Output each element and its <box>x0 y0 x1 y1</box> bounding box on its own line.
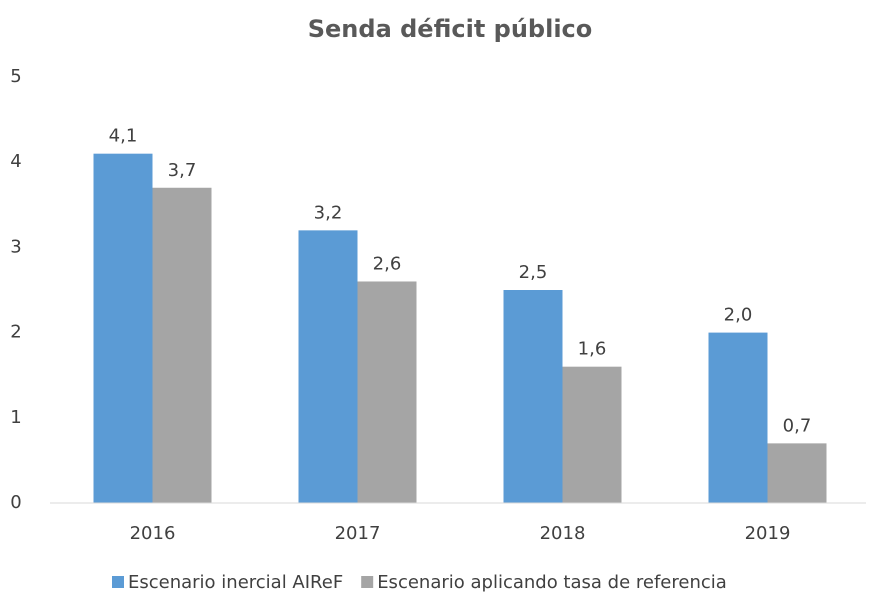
y-tick-label: 4 <box>10 151 21 172</box>
bar <box>708 332 768 503</box>
legend-swatch <box>112 576 124 588</box>
bar <box>562 366 622 503</box>
data-label: 1,6 <box>578 339 607 360</box>
bar <box>93 153 153 503</box>
x-tick-label: 2018 <box>540 523 586 544</box>
x-tick-label: 2019 <box>745 523 791 544</box>
data-label: 4,1 <box>109 126 138 147</box>
legend-label: Escenario inercial AIReF <box>128 572 343 593</box>
bar <box>152 187 212 503</box>
data-label: 3,7 <box>168 160 197 181</box>
y-tick-label: 3 <box>10 236 21 257</box>
data-label: 2,0 <box>724 305 753 326</box>
x-tick-label: 2016 <box>130 523 176 544</box>
y-tick-label: 2 <box>10 322 21 343</box>
bar <box>503 290 563 503</box>
data-label: 0,7 <box>783 415 812 436</box>
bar <box>298 230 358 504</box>
data-label: 2,5 <box>519 262 548 283</box>
chart-title: Senda déficit público <box>308 15 593 43</box>
data-label: 3,2 <box>314 202 343 223</box>
bar <box>767 443 827 503</box>
y-tick-label: 0 <box>10 492 21 513</box>
legend-swatch <box>361 576 374 588</box>
x-tick-label: 2017 <box>335 523 381 544</box>
y-tick-label: 5 <box>10 66 21 87</box>
legend-label: Escenario aplicando tasa de referencia <box>377 572 727 593</box>
y-tick-label: 1 <box>10 407 21 428</box>
bar <box>357 281 417 503</box>
data-label: 2,6 <box>373 253 402 274</box>
